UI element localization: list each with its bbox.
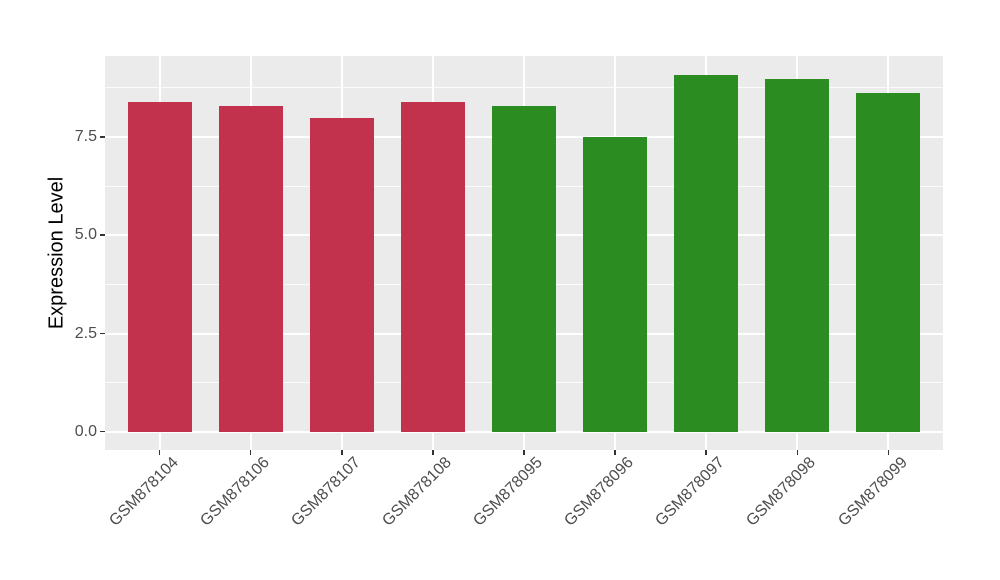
y-axis-tick [100,136,105,138]
y-axis-tick-label: 2.5 [74,324,97,342]
plot-panel [105,56,943,450]
bar-GSM878107 [309,118,374,432]
x-axis-tick-label: GSM878108 [379,454,455,530]
x-axis-tick [341,450,343,455]
bar-GSM878104 [127,102,192,432]
x-axis-tick-label: GSM878096 [561,454,638,530]
bar-GSM878099 [856,93,921,432]
bar-GSM878097 [674,74,739,432]
x-axis-tick-label: GSM878099 [834,454,911,530]
x-axis-tick-label: GSM878097 [652,454,729,530]
x-axis-tick-label: GSM878095 [470,454,547,530]
x-axis-tick [158,450,161,455]
y-axis-title: Expression Level [45,176,68,330]
x-axis-tick [432,450,434,455]
x-axis-tick-label: GSM878107 [288,454,364,530]
x-axis-tick [614,450,616,455]
y-axis-tick [100,430,105,433]
x-axis-tick-label: GSM878098 [743,454,820,530]
y-axis-tick-label: 7.5 [74,128,97,145]
bar-GSM878108 [401,102,465,432]
bar-GSM878098 [765,79,830,432]
y-axis-tick-label: 5.0 [74,226,97,244]
bar-GSM878095 [492,105,556,432]
x-axis-tick [523,450,525,455]
y-axis-tick [100,234,105,236]
y-axis-tick [100,332,105,335]
x-axis-tick [796,450,798,455]
y-axis-tick-label: 0.0 [74,422,97,440]
x-axis-tick-label: GSM878106 [197,454,273,530]
bar-GSM878096 [583,137,647,432]
x-axis-tick-label: GSM878104 [106,454,182,530]
x-axis-tick [887,450,890,455]
bar-GSM878106 [218,105,283,432]
x-axis-tick [705,450,707,455]
x-axis-tick [249,450,252,455]
